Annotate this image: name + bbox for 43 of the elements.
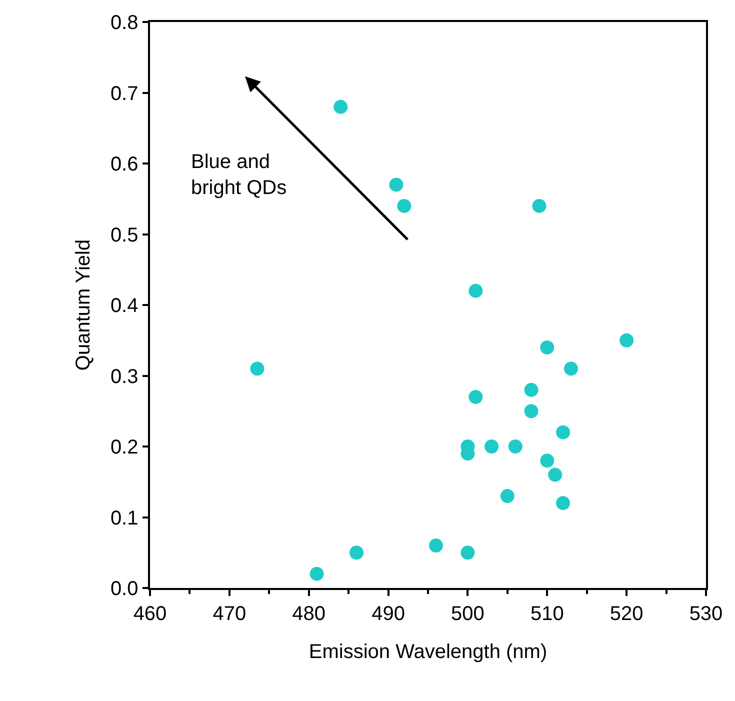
point [508,440,522,454]
point [397,198,412,213]
y-tick-label: 0.7 [110,82,138,105]
y-tick-label: 0.1 [110,507,138,530]
point [548,468,562,482]
y-tick-label: 0.0 [110,578,138,600]
point [556,425,570,440]
x-tick-label: 460 [133,602,167,625]
point [484,440,499,454]
x-tick-label: 470 [212,602,246,625]
x-tick-label: 500 [451,602,484,625]
x-tick-label: 510 [530,602,564,625]
point [524,382,538,397]
x-tick-label: 520 [610,602,644,625]
point [556,496,570,510]
point [524,404,538,418]
annotation: Blue and bright QDs [191,151,287,199]
point [500,489,514,504]
point [350,546,364,560]
x-tick-label: 530 [689,602,723,625]
y-tick-label: 0.2 [110,436,138,458]
point [310,566,324,581]
point [389,178,404,192]
y-tick-label: 0.3 [110,366,138,388]
y-axis-title: Quantum Yield [72,239,94,371]
point [428,538,443,553]
point [540,340,554,354]
x-axis-title: Emission Wavelength (nm) [308,640,548,663]
point [460,546,475,560]
x-tick-label: 480 [292,602,326,625]
point [468,284,483,298]
y-tick-label: 0.6 [110,154,138,176]
point [334,100,348,114]
point [532,198,546,213]
point [250,362,264,376]
point [540,454,554,468]
y-tick-label: 0.8 [110,12,138,34]
y-tick-label: 0.4 [110,295,138,317]
y-tick-label: 0.5 [110,224,138,246]
point [468,390,483,404]
x-tick-label: 490 [372,602,405,625]
point [564,362,578,376]
point [620,333,634,348]
